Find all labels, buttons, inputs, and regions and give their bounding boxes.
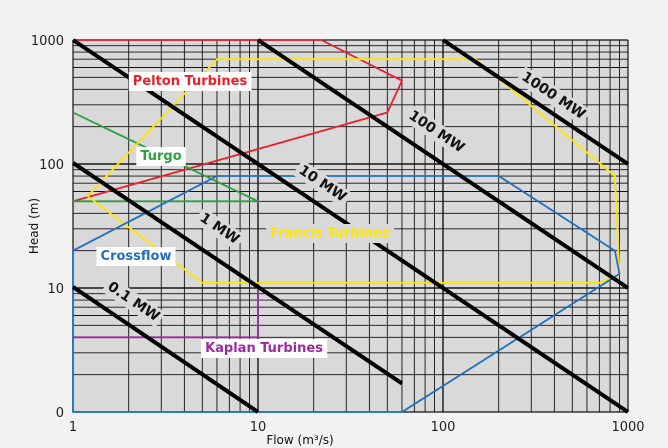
region-label-text: Pelton Turbines (133, 74, 248, 89)
region-label-text: Kaplan Turbines (205, 341, 323, 356)
power-line-0-1-mw (71, 285, 260, 414)
power-line-1000-mw (441, 38, 630, 166)
power-label-bg (292, 159, 353, 208)
region-crossflow (72, 175, 621, 413)
x-axis-label: Flow (m³/s) (266, 433, 333, 447)
region-label-bg (201, 339, 328, 358)
y-tick-label: 100 (39, 158, 64, 173)
x-tick-label: 10 (250, 420, 267, 435)
power-label-bg (193, 207, 246, 251)
turbine-regions (72, 39, 621, 413)
region-turgo (72, 111, 259, 203)
region-label-text: Turgo (140, 149, 181, 164)
power-line-100-mw (256, 38, 630, 290)
y-tick-label: 10 (47, 282, 64, 297)
y-axis-label: Head (m) (27, 198, 41, 254)
power-label-bg (101, 276, 166, 328)
region-label-bg (266, 224, 395, 243)
region-label-crossflow: Crossflow (96, 247, 176, 266)
region-label-kaplan-turbines: Kaplan Turbines (201, 339, 328, 358)
grid (72, 39, 629, 413)
region-label-text: Francis Turbines (270, 226, 390, 241)
x-tick-label: 1000 (611, 420, 644, 435)
power-label-bg (402, 105, 471, 159)
region-pelton-turbines (72, 39, 403, 203)
region-label-text: Crossflow (101, 249, 172, 264)
x-tick-label: 100 (431, 420, 456, 435)
power-lines (71, 38, 630, 414)
x-tick-label: 1 (69, 420, 77, 435)
region-francis-turbines (86, 58, 621, 284)
power-label-bg (515, 66, 592, 126)
region-label-turgo: Turgo (136, 147, 186, 166)
tick-labels: 1 10 100 1000 0 10 100 1000 (31, 34, 645, 435)
y-tick-label: 1000 (31, 34, 64, 49)
region-label-pelton-turbines: Pelton Turbines (128, 72, 252, 91)
power-line-1-mw (71, 161, 404, 386)
region-label-bg (136, 147, 186, 166)
y-tick-label: 0 (56, 406, 64, 421)
region-label-francis-turbines: Francis Turbines (266, 224, 395, 243)
region-label-bg (128, 72, 252, 91)
region-label-bg (96, 247, 176, 266)
